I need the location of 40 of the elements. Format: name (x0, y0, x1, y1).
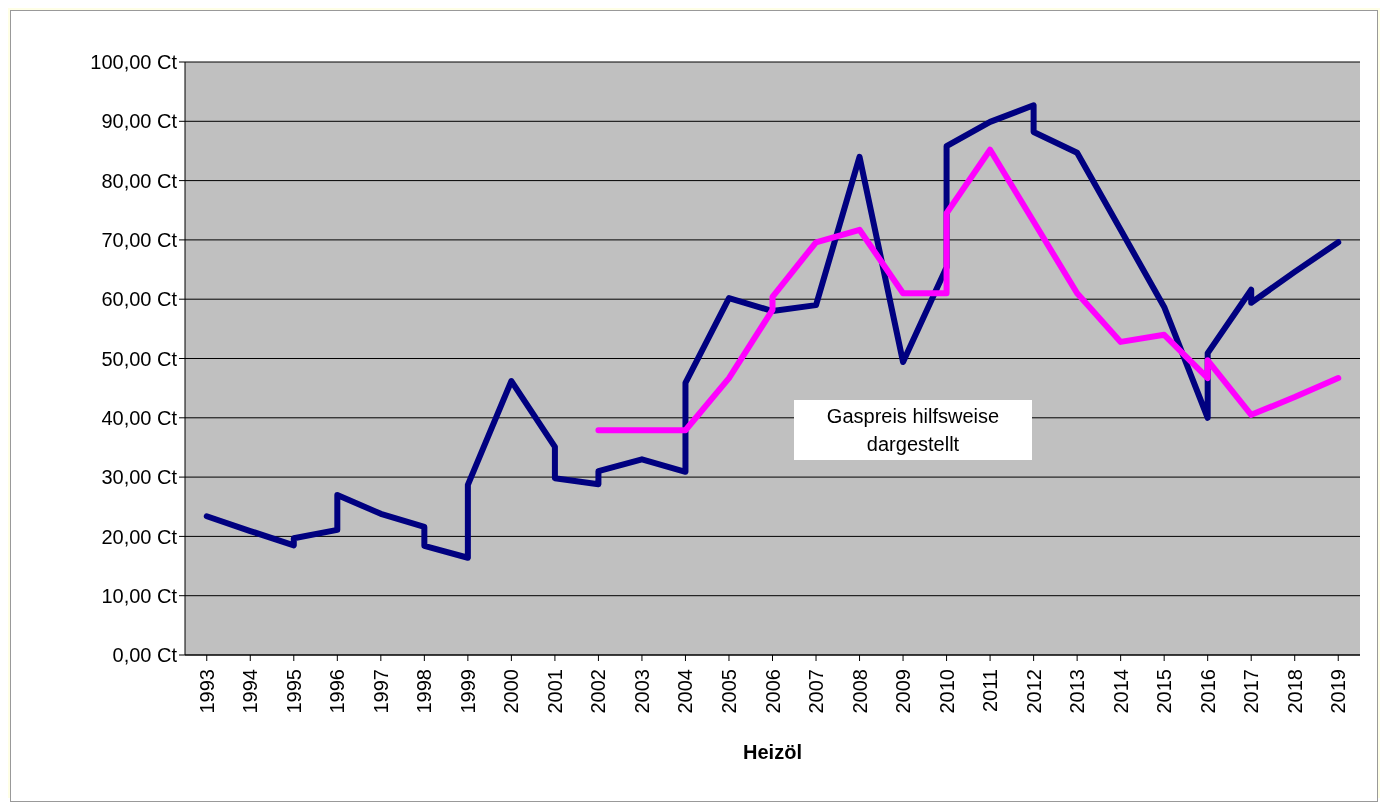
x-tick-label: 1994 (239, 669, 262, 714)
x-tick-label: 2018 (1283, 669, 1306, 714)
x-tick-label: 2015 (1153, 669, 1176, 714)
x-tick-label: 2004 (674, 669, 697, 714)
note-box: Gaspreis hilfsweise dargestellt (794, 400, 1032, 460)
x-tick-label: 1997 (369, 669, 392, 714)
x-tick-label: 2003 (630, 669, 653, 714)
x-tick-label: 1993 (195, 669, 218, 714)
x-tick-label: 2001 (543, 669, 566, 714)
y-tick-label: 60,00 Ct (101, 288, 178, 311)
x-tick-label: 2000 (500, 669, 523, 714)
y-tick-label: 100,00 Ct (90, 51, 178, 74)
y-tick-label: 20,00 Ct (101, 525, 178, 548)
x-tick-label: 2017 (1240, 669, 1263, 714)
x-tick-label: 2008 (848, 669, 871, 714)
y-tick-label: 30,00 Ct (101, 466, 178, 489)
x-tick-label: 1998 (413, 669, 436, 714)
x-tick-label: 2019 (1327, 669, 1350, 714)
y-tick-label: 0,00 Ct (112, 644, 178, 667)
x-tick-label: 2013 (1066, 669, 1089, 714)
x-tick-label: 1995 (282, 669, 305, 714)
x-tick-label: 2010 (935, 669, 958, 714)
x-tick-label: 2012 (1022, 669, 1045, 714)
x-tick-label: 2007 (805, 669, 828, 714)
y-tick-label: 10,00 Ct (101, 584, 178, 607)
x-tick-label: 2002 (587, 669, 610, 714)
y-tick-label: 80,00 Ct (101, 169, 178, 192)
x-tick-label: 2009 (892, 669, 915, 714)
x-tick-label: 2014 (1109, 669, 1132, 714)
y-tick-label: 40,00 Ct (101, 406, 178, 429)
x-tick-label: 1996 (326, 669, 349, 714)
x-axis-title: Heizöl (742, 741, 803, 764)
x-tick-label: 2016 (1196, 669, 1219, 714)
x-tick-label: 2006 (761, 669, 784, 714)
y-tick-label: 90,00 Ct (101, 110, 178, 133)
x-tick-label: 2011 (979, 669, 1002, 713)
x-tick-label: 1999 (456, 669, 479, 714)
y-tick-label: 50,00 Ct (101, 347, 178, 370)
x-tick-label: 2005 (717, 669, 740, 714)
y-tick-label: 70,00 Ct (101, 229, 178, 251)
